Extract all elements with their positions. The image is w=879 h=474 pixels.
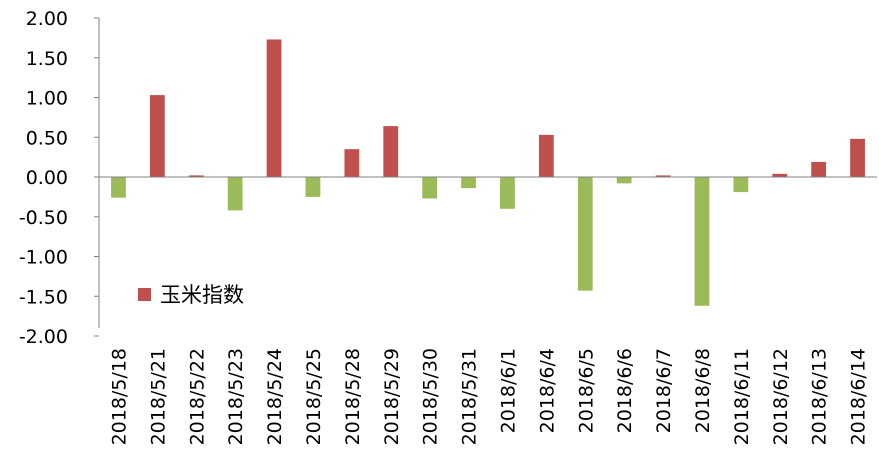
- y-tick-label: 0.50: [26, 127, 68, 149]
- x-tick-label: 2018/6/6: [614, 348, 636, 433]
- bar: [111, 177, 126, 198]
- x-tick-label: 2018/5/18: [108, 348, 130, 445]
- x-tick-label: 2018/5/23: [225, 348, 247, 445]
- x-tick-label: 2018/5/22: [186, 348, 208, 445]
- x-tick-label: 2018/6/1: [497, 348, 519, 433]
- y-tick-label: 2.00: [26, 8, 68, 30]
- y-tick-label: 1.50: [26, 48, 68, 70]
- y-tick-label: 0.00: [26, 167, 68, 189]
- y-tick-label: -2.00: [19, 326, 68, 348]
- bar: [149, 95, 165, 177]
- x-tick-label: 2018/6/13: [809, 348, 831, 445]
- bar: [188, 175, 204, 177]
- bar: [500, 177, 515, 209]
- x-tick-label: 2018/6/5: [575, 348, 597, 433]
- bar: [344, 149, 360, 177]
- y-tick-label: -1.50: [19, 286, 68, 308]
- bar: [694, 177, 710, 306]
- y-tick-label: 1.00: [26, 88, 68, 110]
- legend-swatch: [138, 288, 151, 301]
- bar: [850, 138, 865, 177]
- x-tick-label: 2018/6/4: [536, 348, 558, 433]
- bar: [305, 177, 321, 197]
- y-axis: 2.00 1.50 1.00 0.50 0.00 -0.50 -1.00 -1.50 -2.00: [19, 8, 100, 348]
- bar: [655, 175, 671, 177]
- legend-label: 玉米指数: [160, 283, 244, 307]
- x-tick-label: 2018/5/24: [264, 348, 286, 445]
- x-tick-label: 2018/5/29: [381, 348, 403, 445]
- x-tick-label: 2018/6/14: [848, 348, 870, 445]
- bars: [111, 39, 865, 306]
- bar: [538, 134, 554, 177]
- bar: [227, 177, 243, 211]
- y-tick-label: -0.50: [19, 207, 68, 229]
- bar: [616, 177, 632, 184]
- x-tick-label: 2018/5/25: [303, 348, 325, 445]
- bar: [422, 177, 438, 199]
- x-axis: 2018/5/18 2018/5/21 2018/5/22 2018/5/23 2018…: [99, 176, 877, 445]
- x-tick-label: 2018/5/31: [459, 348, 481, 445]
- bar: [772, 173, 788, 177]
- x-tick-label: 2018/6/12: [770, 348, 792, 445]
- legend: 玉米指数: [138, 283, 244, 307]
- x-tick-label: 2018/5/30: [420, 348, 442, 445]
- bar: [266, 39, 282, 177]
- x-tick-label: 2018/6/11: [731, 348, 753, 445]
- x-tick-label: 2018/6/8: [692, 348, 714, 433]
- y-tick-label: -1.00: [19, 247, 68, 269]
- bar: [383, 126, 399, 177]
- x-tick-label: 2018/5/28: [342, 348, 364, 445]
- bar: [461, 177, 476, 189]
- x-tick-label: 2018/6/7: [653, 348, 675, 433]
- bar: [733, 177, 749, 193]
- bar: [577, 177, 593, 291]
- bar: [811, 161, 827, 177]
- x-tick-label: 2018/5/21: [147, 348, 169, 445]
